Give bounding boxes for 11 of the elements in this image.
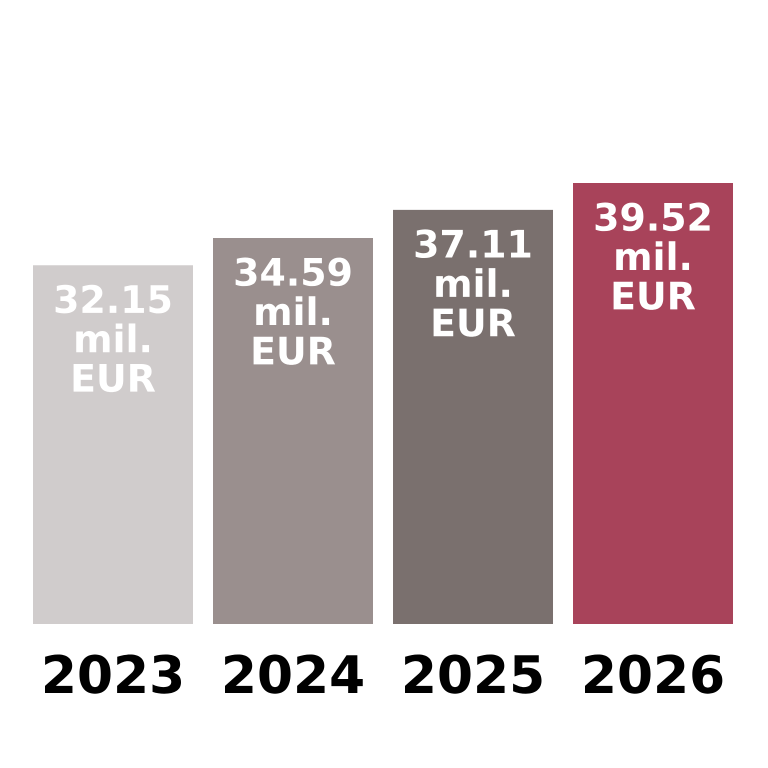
bar [573, 183, 734, 624]
bar [213, 238, 374, 624]
data-label: 34.59 mil. EUR [236, 258, 350, 365]
x-tick-label: 2025 [405, 654, 542, 694]
x-tick-label: 2023 [45, 654, 181, 694]
data-label: 37.11 mil. EUR [416, 229, 530, 337]
data-label: 39.52 mil. EUR [596, 202, 710, 310]
x-tick-label: 2024 [225, 654, 363, 694]
x-tick-label: 2026 [585, 654, 722, 694]
bar [33, 265, 194, 624]
bar [393, 210, 554, 624]
